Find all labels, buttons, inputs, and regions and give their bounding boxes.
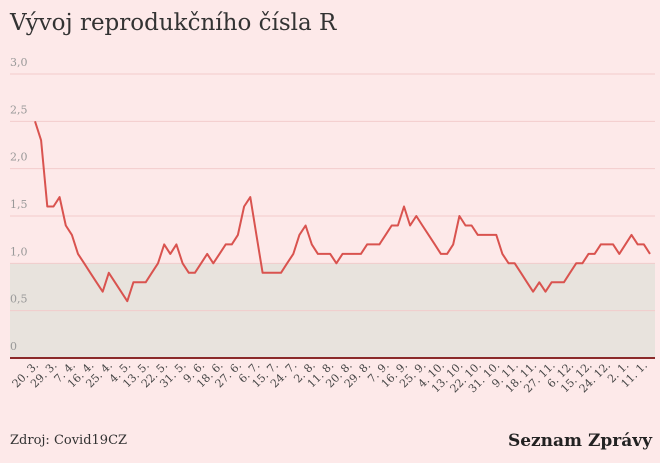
brand: Seznam Zprávy <box>508 431 653 451</box>
y-tick-label: 1,0 <box>10 245 28 258</box>
source: Zdroj: Covid19CZ <box>10 433 127 448</box>
y-tick-label: 2,5 <box>10 103 28 116</box>
y-tick-label: 0,5 <box>10 293 28 306</box>
y-tick-label: 2,0 <box>10 151 28 164</box>
data-line <box>34 120 651 303</box>
chart-title: Vývoj reprodukčního čísla R <box>9 10 337 36</box>
y-tick-label: 1,5 <box>10 198 28 211</box>
y-tick-label: 0 <box>10 340 17 353</box>
y-tick-label: 3,0 <box>10 56 28 69</box>
